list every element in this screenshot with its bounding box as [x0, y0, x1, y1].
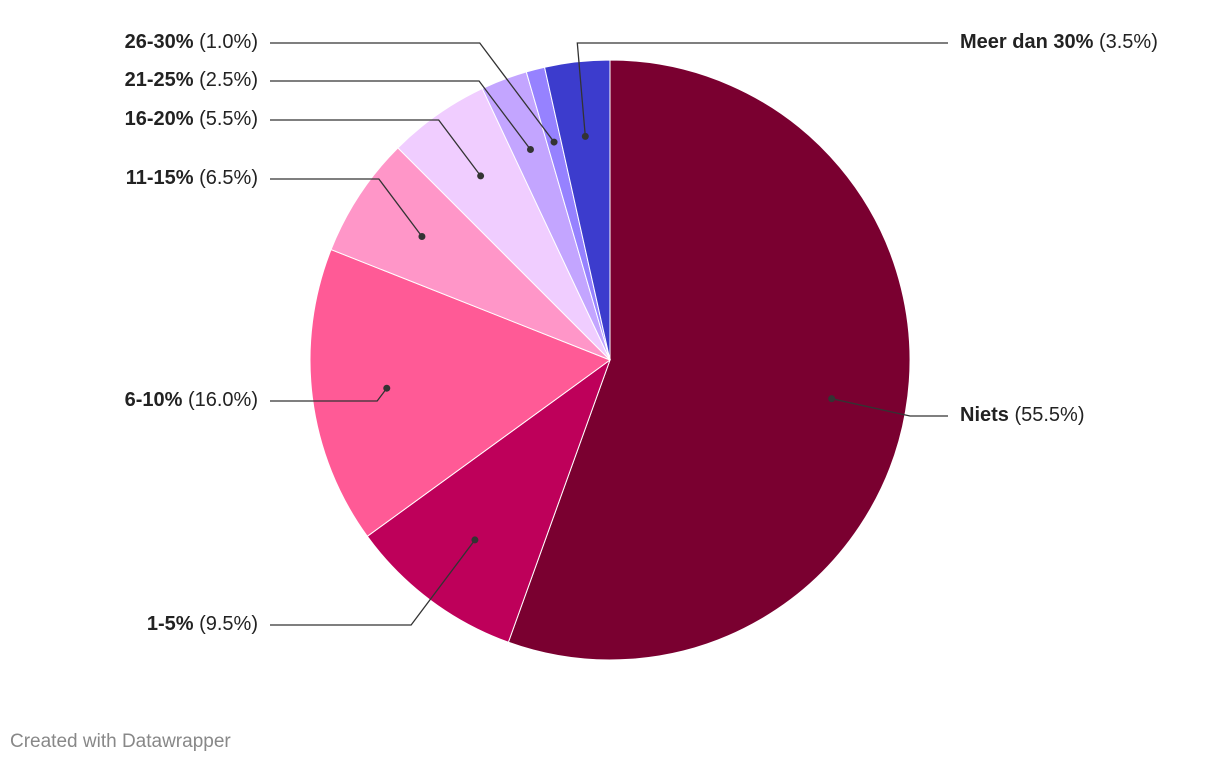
value-label: (3.5%) [1099, 31, 1158, 53]
pie-slice [330, 147, 611, 361]
leader-line [270, 387, 388, 402]
leader-dot [526, 146, 534, 154]
pie [309, 59, 911, 661]
category-name: 1-5% [147, 613, 194, 635]
leader-line [270, 539, 476, 626]
labels: Niets (55.5%) 1-5% (9.5%) 6-10% (16.0%) 11-… [125, 31, 1158, 635]
value-label: (1.0%) [199, 31, 258, 53]
slice-label: 6-10% (16.0%) [125, 389, 258, 411]
slice-label: 11-15% (6.5%) [126, 167, 258, 189]
leader-dot [471, 536, 479, 544]
leader-dot [828, 395, 836, 403]
category-name: Meer dan 30% [960, 31, 1094, 53]
category-name: 16-20% [125, 108, 194, 130]
slice-label: 26-30% (1.0%) [125, 31, 258, 53]
value-label: (9.5%) [199, 613, 258, 635]
leader-line [270, 42, 555, 143]
leader-dot [477, 172, 485, 180]
leader-line [270, 119, 482, 177]
leader-line [270, 80, 531, 150]
category-name: 26-30% [125, 31, 194, 53]
leader-dot [581, 132, 589, 140]
leader-line [831, 398, 948, 417]
category-name: 11-15% [126, 167, 194, 189]
value-label: (5.5%) [199, 108, 258, 130]
leader-dot [383, 384, 391, 392]
pie-slice [543, 59, 611, 361]
leader-line [270, 178, 423, 237]
category-name: Niets [960, 404, 1009, 426]
value-label: (16.0%) [188, 389, 258, 411]
category-name: 21-25% [125, 69, 194, 91]
category-name: 6-10% [125, 389, 183, 411]
credit: Created with Datawrapper [10, 731, 231, 752]
value-label: (2.5%) [199, 69, 258, 91]
pie-slice [507, 59, 911, 661]
leader-dot [418, 232, 426, 240]
slice-label: Niets (55.5%) [960, 404, 1085, 426]
slice-label: 1-5% (9.5%) [147, 613, 258, 635]
value-label: (55.5%) [1014, 404, 1084, 426]
leader-dot [550, 138, 558, 146]
slice-label: 21-25% (2.5%) [125, 69, 258, 91]
slice-label: Meer dan 30% (3.5%) [960, 31, 1158, 53]
value-label: (6.5%) [199, 167, 258, 189]
pie-slice [309, 248, 612, 538]
slice-label: 16-20% (5.5%) [125, 108, 258, 130]
leader-line [576, 42, 948, 137]
